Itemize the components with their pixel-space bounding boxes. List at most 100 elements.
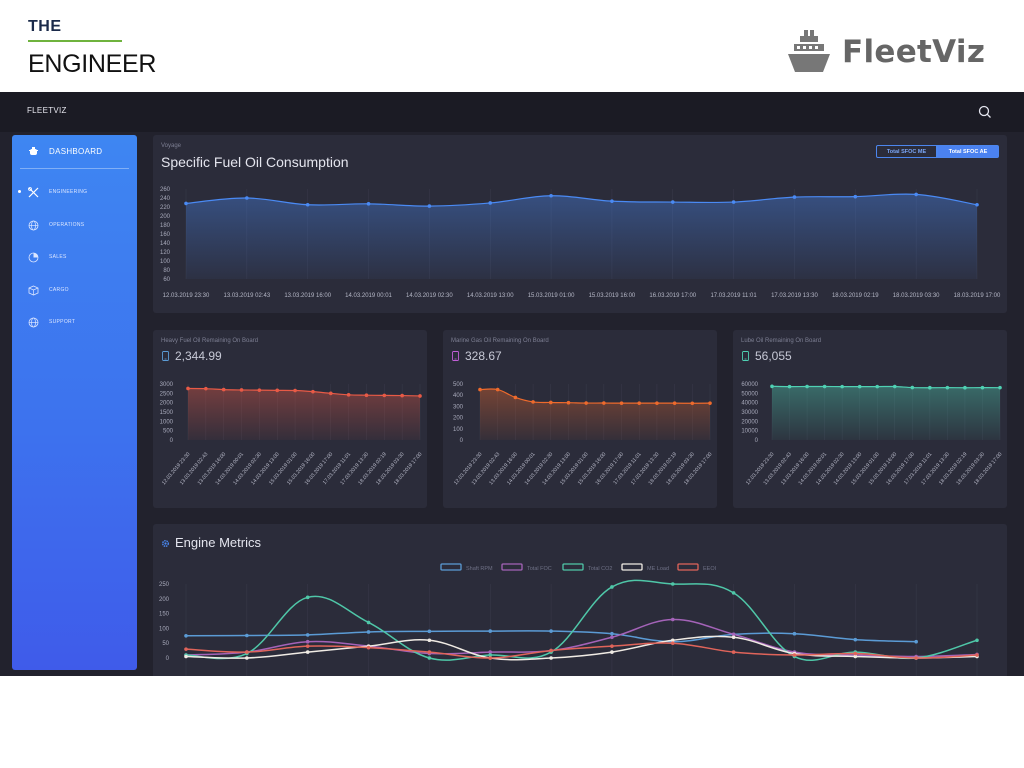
pie-chart-icon [28,252,39,262]
data-point [364,393,369,397]
legend-swatch [562,563,584,571]
data-point [610,199,614,203]
y-tick-label: 100 [453,427,464,433]
data-point [186,386,190,391]
y-tick-label: 300 [453,404,464,410]
sidebar-item-operations[interactable]: OPERATIONS [12,215,137,235]
x-tick-label: 18.03.2019 17:00 [954,293,1001,299]
search-icon[interactable] [977,104,993,120]
data-point [731,632,736,637]
tools-icon [28,186,39,197]
data-point [731,635,736,640]
legend-label: Shaft RPM [466,566,493,572]
data-point [488,629,493,633]
data-point [980,385,985,390]
data-point [708,401,712,405]
legend-swatch [501,563,523,571]
series-line [185,635,978,661]
total-sfoc-ae-button[interactable]: Total SFOC AE [937,145,999,158]
data-point [400,393,404,398]
data-point [610,650,614,654]
data-point [488,201,493,205]
data-point [346,393,351,397]
y-tick-label: 20000 [741,419,758,425]
x-tick-label: 17.03.2019 11:01 [710,293,757,299]
sidebar-label: CARGO [49,287,69,293]
sidebar-item-engineering[interactable]: ENGINEERING [12,182,137,202]
data-point [655,401,659,405]
sidebar-item-sales[interactable]: SALES [12,247,137,267]
y-tick-label: 120 [160,250,171,256]
y-tick-label: 0 [755,438,759,444]
data-point [670,641,675,645]
data-point [478,387,482,392]
hfo-panel: Heavy Fuel Oil Remaining On Board 2,344.… [153,330,427,508]
brand-accent-line [28,40,122,42]
total-sfoc-me-button[interactable]: Total SFOC ME [876,145,937,158]
data-point [488,656,493,660]
data-point [637,401,642,405]
y-tick-label: 2000 [160,401,174,407]
y-tick-label: 50000 [741,391,758,397]
sidebar-label: SALES [49,254,67,260]
data-point [184,201,188,206]
data-point [382,393,387,398]
y-tick-label: 220 [160,205,171,211]
data-point [305,595,310,600]
sidebar-item-dashboard[interactable]: DASHBOARD [12,141,137,161]
x-tick-label: 15.03.2019 16:00 [589,293,636,299]
y-tick-label: 80 [163,268,170,274]
data-point [427,650,432,654]
data-point [427,629,432,634]
legend-label: Total CO2 [588,566,612,572]
data-point [245,633,249,638]
x-tick-label: 14.03.2019 13:00 [467,293,514,299]
data-point [488,650,493,654]
x-tick-label: 14.03.2019 02:30 [406,293,453,299]
lube-value: 56,055 [755,349,792,363]
legend-label: EEOI [703,566,717,572]
data-point [914,192,918,197]
globe-icon [28,317,39,327]
sidebar-label: OPERATIONS [49,222,85,228]
series-line [185,642,978,659]
x-tick-label: 14.03.2019 00:01 [345,293,392,299]
data-point [998,385,1002,390]
ship-logo-icon [788,30,830,72]
data-point [670,638,675,643]
data-point [853,194,858,199]
data-point [690,401,695,406]
data-point [731,200,736,204]
legend-swatch [621,563,643,571]
engine-chart: 0 50 100 150 200 250 Shaft RPM Total FOC Total C… [159,563,979,676]
x-tick-label: 13.03.2019 02:43 [223,293,270,299]
mgo-panel: Marine Gas Oil Remaining On Board 328.67… [443,330,717,508]
y-tick-label: 200 [453,416,464,422]
data-point [305,639,310,644]
data-point [328,391,333,396]
y-tick-label: 200 [160,214,171,220]
data-point [619,401,624,405]
y-tick-label: 30000 [741,410,758,416]
phone-icon [742,351,749,361]
y-tick-label: 0 [166,656,170,662]
series-line [185,618,978,658]
data-point [731,650,736,654]
data-point [914,639,918,644]
data-point [805,384,809,389]
sidebar-item-support[interactable]: SUPPORT [12,312,137,332]
y-tick-label: 400 [453,393,464,399]
data-point [531,400,535,404]
sidebar-label: DASHBOARD [49,146,103,156]
data-point [495,387,500,392]
data-point [549,629,553,633]
y-tick-label: 260 [160,187,171,193]
data-point [853,637,858,642]
data-point [787,384,792,389]
x-tick-label: 17.03.2019 13:30 [771,293,818,299]
mgo-label: Marine Gas Oil Remaining On Board [451,338,549,344]
sfoc-chart: 60 80 100 120 140 160 180 200 220 240 260 12.03.201… [160,187,1001,299]
x-tick-label: 13.03.2019 16:00 [284,293,331,299]
sidebar-item-cargo[interactable]: CARGO [12,280,137,300]
